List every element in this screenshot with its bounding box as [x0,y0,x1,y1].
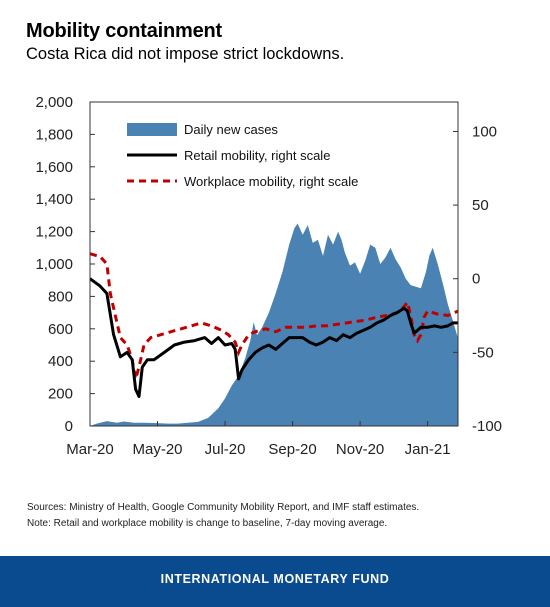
footer-label: INTERNATIONAL MONETARY FUND [160,572,390,586]
legend-label: Retail mobility, right scale [184,148,330,163]
left-tick-label: 2,000 [35,94,73,111]
left-tick-label: 400 [48,353,73,370]
left-axis: 0 200 400 600 800 1,000 1,200 1,400 1,600 1,800 2,… [35,94,95,435]
workplace-mobility-line [90,252,458,380]
left-tick-label: 600 [48,321,73,338]
x-tick-label: Nov-20 [336,441,384,458]
x-tick-label: Mar-20 [66,441,114,458]
mobility-note: Note: Retail and workplace mobility is c… [27,518,388,529]
x-tick-label: May-20 [133,441,183,458]
left-tick-label: 1,600 [35,159,73,176]
retail-mobility-line [90,277,458,398]
left-tick-label: 1,000 [35,256,73,273]
footer-banner: INTERNATIONAL MONETARY FUND [0,556,550,607]
right-tick-label: 100 [472,123,497,140]
sources-note: Sources: Ministry of Health, Google Comm… [27,502,420,513]
legend-label: Workplace mobility, right scale [184,174,358,189]
x-tick-label: Jan-21 [405,441,451,458]
left-tick-label: 200 [48,386,73,403]
x-axis: Mar-20 May-20 Jul-20 Sep-20 Nov-20 Jan-21 [66,421,451,458]
chart-canvas: 0 200 400 600 800 1,000 1,200 1,400 1,600 1,800 2,… [35,94,502,458]
right-axis: -100 -50 0 50 100 [453,123,502,435]
right-tick-label: -100 [472,418,502,435]
left-tick-label: 0 [65,418,73,435]
legend: Daily new cases Retail mobility, right sc… [127,122,358,189]
legend-swatch-cases [127,123,177,136]
chart-subtitle: Costa Rica did not impose strict lockdow… [26,45,345,63]
left-tick-label: 800 [48,288,73,305]
legend-label: Daily new cases [184,122,278,137]
right-tick-label: 50 [472,197,489,214]
chart-notes: Sources: Ministry of Health, Google Comm… [27,500,419,532]
left-tick-label: 1,800 [35,126,73,143]
daily-new-cases-area [90,223,458,426]
x-tick-label: Sep-20 [268,441,316,458]
left-tick-label: 1,200 [35,224,73,241]
x-tick-label: Jul-20 [205,441,246,458]
right-tick-label: -50 [472,344,494,361]
right-tick-label: 0 [472,271,480,288]
left-tick-label: 1,400 [35,191,73,208]
chart-title: Mobility containment [26,20,223,42]
